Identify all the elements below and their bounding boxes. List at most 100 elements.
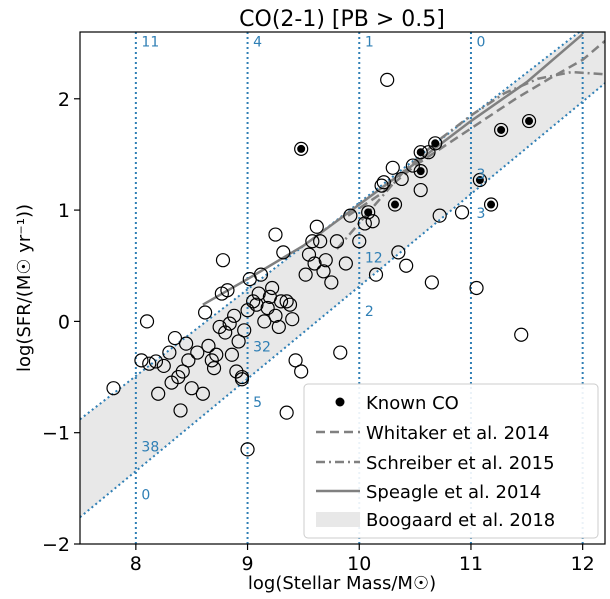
galaxy-point [273,294,289,309]
galaxy-point [432,208,447,223]
galaxy-point [139,314,155,329]
known-co-point [416,148,425,157]
galaxy-point [365,214,380,229]
galaxy-point [215,253,231,268]
galaxy-point [156,358,171,374]
known-co-point [487,200,496,209]
galaxy-point [338,256,353,271]
count-label-above-band: 32 [253,339,271,355]
galaxy-point [298,267,313,282]
relation-line-whitaker [347,39,605,217]
legend-box [303,383,599,539]
galaxy-point [352,234,367,249]
y-tick-label: 1 [58,200,70,222]
galaxy-point [220,283,235,298]
known-co-ring [483,197,499,212]
galaxy-point [294,364,309,379]
legend-marker-known-co [335,397,345,407]
galaxy-point [357,216,372,231]
galaxy-point [313,234,328,249]
galaxy-point [265,280,280,296]
galaxy-point [240,442,255,457]
known-co-ring [428,136,443,151]
legend-label-schreiber: Schreiber et al. 2015 [366,453,555,474]
galaxy-point [253,267,269,282]
galaxy-point [227,308,242,323]
galaxy-point [514,327,529,342]
galaxy-point [218,325,233,340]
galaxy-point [385,160,400,175]
count-label-below-band: 5 [253,395,262,411]
galaxy-point [399,258,414,273]
galaxy-point [237,323,252,338]
count-label-below-band: 2 [365,304,374,320]
known-co-point [431,139,440,148]
galaxy-point [271,319,286,335]
galaxy-point [376,175,391,190]
band-edge-lower [80,82,605,519]
galaxy-point [405,158,420,173]
galaxy-point [260,300,275,316]
legend: Known CO Whitaker et al. 2014 Schreiber … [303,383,599,539]
galaxy-point [333,345,348,360]
known-co-point [475,176,484,185]
galaxy-point [181,353,196,368]
galaxy-point [380,72,395,87]
galaxy-point [229,364,244,379]
galaxy-point [162,345,177,360]
legend-patch-boogaard [316,512,360,527]
band-edge-upper [80,32,581,421]
galaxy-point [368,267,384,282]
known-co-ring [494,122,509,138]
galaxy-point [329,234,345,249]
galaxy-point [282,297,298,312]
galaxy-point [224,347,240,362]
known-co-ring [294,141,309,156]
known-co-point [297,144,306,153]
legend-label-whitaker: Whitaker et al. 2014 [366,423,549,444]
relation-line-speagle [202,33,584,306]
x-tick-label: 9 [242,553,254,575]
galaxy-point [469,280,484,296]
band-edges [80,32,605,519]
galaxy-point [106,381,121,396]
known-co-ring [387,197,403,212]
count-label-below-band: 0 [141,487,150,503]
galaxy-point [198,305,213,320]
count-label-above-band: 38 [141,440,159,456]
galaxy-point [424,275,439,290]
galaxy-point [268,227,283,242]
galaxy-point [249,297,264,312]
galaxy-point [134,353,149,368]
y-tick-label: 2 [58,89,70,111]
y-axis-ticks: −2 −1 0 1 2 [42,89,80,556]
count-label-below-band: 3 [477,206,486,222]
boogaard-band [80,32,605,518]
y-tick-label: −1 [42,423,70,445]
galaxy-point [195,386,210,401]
relation-line-schreiber [335,70,605,250]
known-co-ring [413,145,428,160]
galaxy-point [318,253,333,268]
galaxy-point [179,336,194,351]
galaxy-point [305,234,320,249]
y-tick-label: −2 [42,534,70,556]
galaxy-point [394,171,409,187]
known-co-ring [361,205,376,220]
y-axis-label: log(SFR/(M☉ yr⁻¹)) [14,204,35,372]
galaxy-point [257,314,272,329]
galaxy-point [148,354,164,369]
x-axis-ticks: 8 9 10 11 12 [130,544,595,575]
known-co-ring [413,164,428,179]
count-label-top: 4 [253,34,262,50]
relation-lines [202,33,605,306]
plot-frame [79,31,606,545]
galaxy-point [231,334,246,349]
galaxy-point [184,381,199,396]
galaxy-point [307,256,322,271]
x-tick-label: 11 [459,553,483,575]
galaxy-point [222,316,237,331]
x-tick-label: 8 [130,553,142,575]
